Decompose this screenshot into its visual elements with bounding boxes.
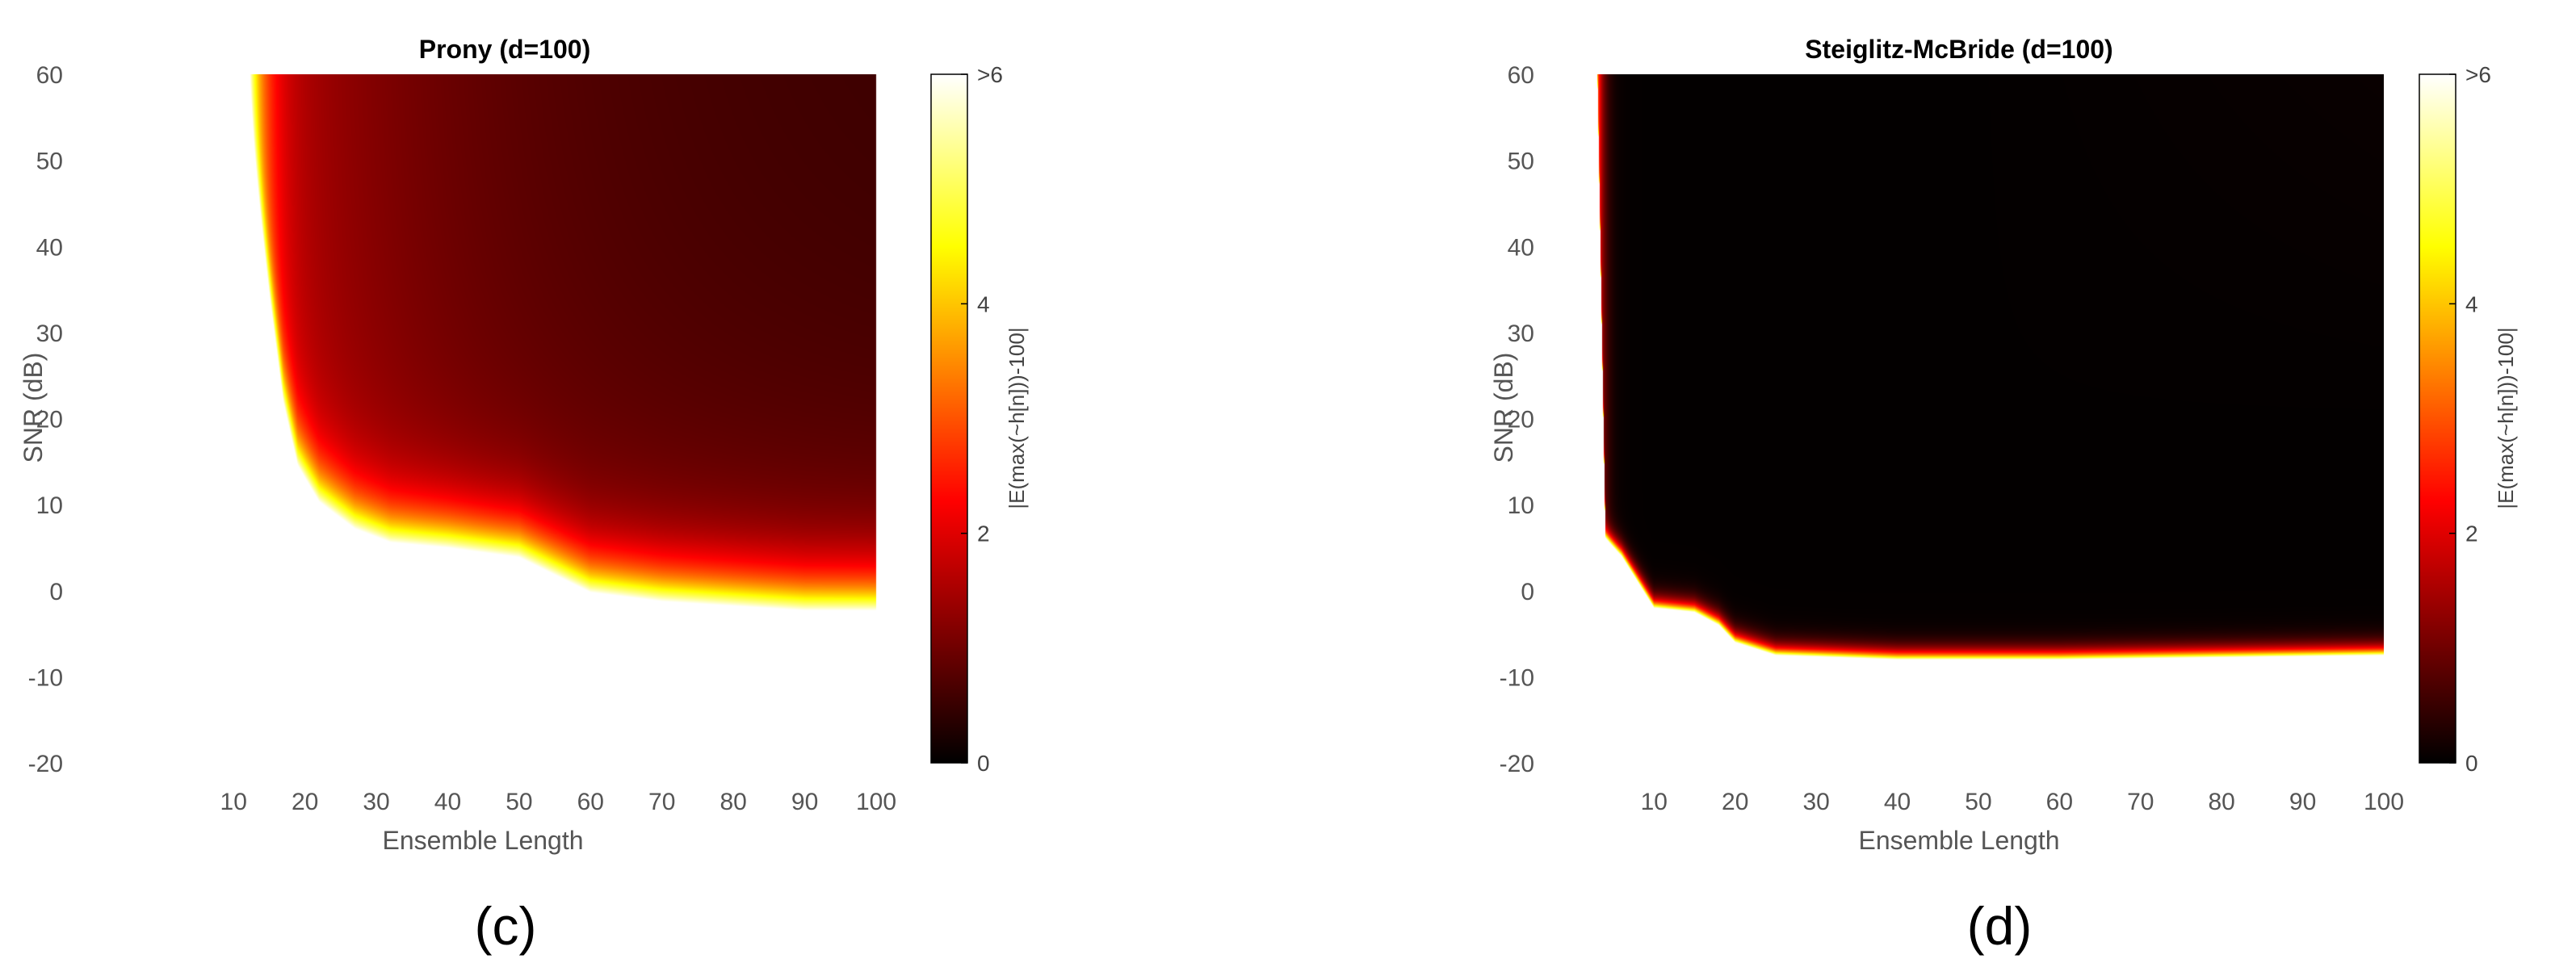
heatmap-surface: [1589, 74, 2384, 689]
y-tick-label: -20: [1500, 751, 1534, 777]
y-tick-label: 50: [1508, 149, 1534, 175]
panel-label: (c): [475, 896, 537, 956]
colorbar-tick-label: 2: [977, 521, 990, 547]
x-tick-label: 90: [2289, 789, 2316, 815]
y-tick-label: 30: [36, 320, 63, 347]
x-tick-label: 60: [2046, 789, 2073, 815]
x-tick-label: 20: [1722, 789, 1748, 815]
x-tick-label: 30: [1802, 789, 1829, 815]
x-axis-label: Ensemble Length: [1858, 826, 2059, 855]
x-tick-label: 100: [856, 789, 896, 815]
colorbar-tick-labels: 0 2 4 >6: [2449, 62, 2491, 776]
colorbar-tick-label: 4: [977, 291, 990, 316]
x-tick-label: 10: [1641, 789, 1668, 815]
y-tick-labels: -20 -10 0 10 20 30 40 50 60: [1500, 62, 1534, 777]
x-tick-label: 30: [363, 789, 389, 815]
x-tick-labels: 10 20 30 40 50 60 70 80 90 100: [1641, 789, 2404, 815]
x-tick-label: 40: [1884, 789, 1911, 815]
x-tick-label: 100: [2364, 789, 2404, 815]
y-tick-label: 40: [1508, 234, 1534, 261]
x-tick-label: 50: [1965, 789, 1991, 815]
x-tick-label: 70: [2127, 789, 2154, 815]
x-tick-label: 60: [577, 789, 604, 815]
y-tick-label: 10: [36, 492, 63, 519]
x-axis-label: Ensemble Length: [382, 826, 583, 855]
colorbar: [930, 73, 968, 764]
steiglitz-mcbride-heatmap-panel: Steiglitz-McBride (d=100) -20-1001020304…: [1489, 35, 2518, 956]
x-tick-label: 10: [220, 789, 247, 815]
x-tick-label: 80: [720, 789, 746, 815]
x-tick-label: 90: [791, 789, 818, 815]
y-tick-label: 50: [36, 149, 63, 175]
y-tick-label: 10: [1508, 492, 1534, 519]
y-tick-label: -10: [1500, 664, 1534, 691]
colorbar-tick-label: 4: [2465, 291, 2478, 316]
colorbar-tick-label: 2: [2465, 521, 2478, 547]
heatmap-canvas: [198, 74, 895, 644]
y-tick-label: 0: [1521, 579, 1534, 605]
heatmap-surface: [198, 74, 895, 644]
x-tick-label: 20: [292, 789, 318, 815]
x-tick-label: 50: [506, 789, 532, 815]
colorbar-label: |E(max(~h[n]))-100|: [2494, 327, 2518, 509]
y-tick-labels: -20 -10 0 10 20 30 40 50 60: [28, 62, 63, 777]
colorbar: [2419, 73, 2456, 764]
y-tick-label: -10: [28, 664, 63, 691]
colorbar-tick-label: >6: [977, 62, 1003, 87]
chart-title: Steiglitz-McBride (d=100): [1805, 35, 2112, 64]
panel-label: (d): [1967, 896, 2033, 956]
y-tick-label: 20: [36, 407, 63, 433]
x-tick-label: 40: [434, 789, 461, 815]
chart-title: Prony (d=100): [419, 35, 591, 64]
y-tick-label: 30: [1508, 320, 1534, 347]
y-tick-label: 60: [1508, 62, 1534, 89]
colorbar-tick-labels: 0 2 4 >6: [961, 62, 1003, 776]
y-axis-label: SNR (dB): [1489, 353, 1518, 463]
x-tick-labels: 10 20 30 40 50 60 70 80 90 100: [220, 789, 897, 815]
y-tick-label: 0: [49, 579, 63, 605]
colorbar-tick-label: 0: [2465, 751, 2478, 776]
heatmap-canvas: [1589, 74, 2384, 689]
colorbar-label: |E(max(~h[n]))-100|: [1005, 327, 1029, 509]
colorbar-tick-label: 0: [977, 751, 990, 776]
y-axis-label: SNR (dB): [19, 353, 48, 463]
x-tick-label: 80: [2208, 789, 2234, 815]
y-tick-label: -20: [28, 751, 63, 777]
y-tick-label: 20: [1508, 407, 1534, 433]
y-tick-label: 40: [36, 234, 63, 261]
x-tick-label: 70: [648, 789, 675, 815]
colorbar-tick-label: >6: [2465, 62, 2491, 87]
y-tick-label: 60: [36, 62, 63, 89]
